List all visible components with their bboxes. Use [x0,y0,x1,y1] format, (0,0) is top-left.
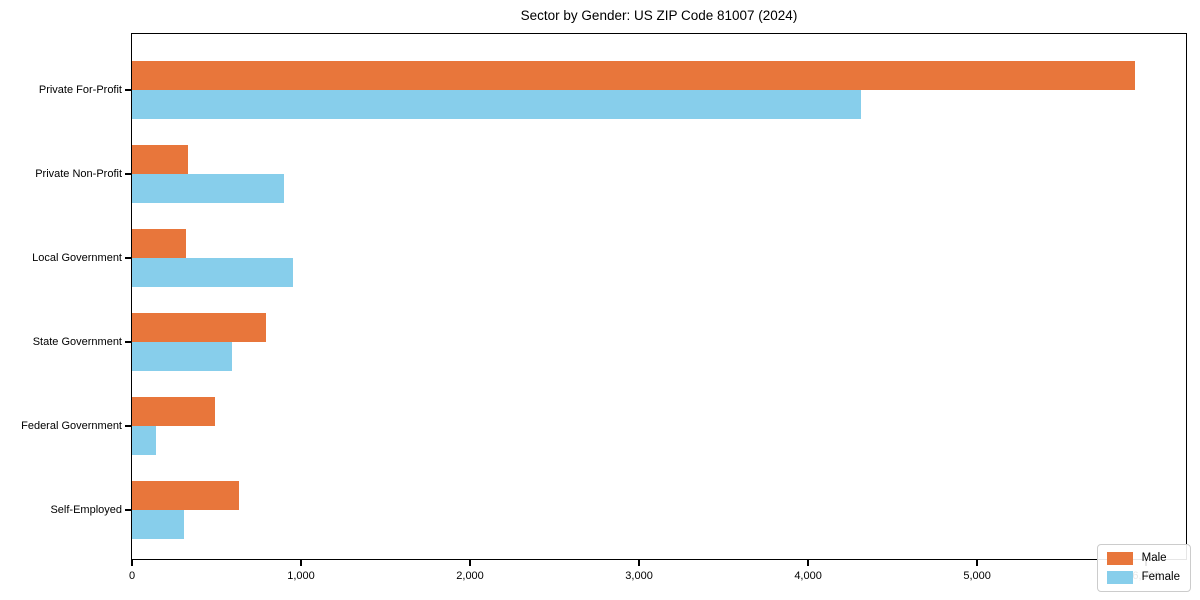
x-tick [300,559,303,566]
y-axis-label: State Government [32,336,122,348]
male-bar [132,313,266,342]
bar-group-1 [132,145,1186,203]
legend-label-female: Female [1141,571,1180,583]
bar-group-2 [132,229,1186,287]
male-bar [132,145,188,174]
x-axis-tick-label: 4,000 [794,570,822,582]
female-bar [132,510,185,539]
female-bar [132,426,156,455]
female-bar [132,342,232,371]
y-axis-label: Private For-Profit [38,84,122,96]
x-tick [469,559,472,566]
bar-group-0 [132,61,1186,119]
x-axis-tick-label: 3,000 [625,570,653,582]
y-axis-label: Local Government [32,252,122,264]
bar-group-5 [132,481,1186,539]
female-bar [132,90,862,119]
legend-item-female: Female [1106,571,1180,584]
plot-area: Private For-Profit Private Non-Profit Loca… [21,33,1187,582]
female-series-swatch [1106,571,1133,584]
y-axis-label: Federal Government [21,420,122,432]
y-tick [124,509,131,511]
legend: Male Female [1096,544,1191,592]
x-tick [976,559,979,566]
male-series-swatch [1106,552,1133,565]
x-axis-tick-label: 2,000 [456,570,484,582]
y-tick [124,257,131,259]
male-bar [132,61,1136,90]
bar-group-4 [132,397,1186,455]
female-bar [132,258,293,287]
y-tick [124,89,131,91]
bar-group-3 [132,313,1186,371]
y-tick [124,425,131,427]
male-bar [132,481,239,510]
y-axis-label: Private Non-Profit [35,168,122,180]
x-axis-tick-label: 0 [128,570,136,582]
x-tick [638,559,641,566]
legend-label-male: Male [1141,552,1167,564]
x-axis-tick-label: 1,000 [287,570,315,582]
female-bar [132,174,285,203]
y-tick [124,341,131,343]
x-tick [807,559,810,566]
chart-title: Sector by Gender: US ZIP Code 81007 (202… [520,8,798,23]
male-bar [132,397,215,426]
x-axis-tick-label: 5,000 [963,570,991,582]
y-axis-label: Self-Employed [50,504,122,516]
y-tick [124,173,131,175]
male-bar [132,229,187,258]
legend-item-male: Male [1106,552,1180,565]
x-tick [131,559,133,566]
